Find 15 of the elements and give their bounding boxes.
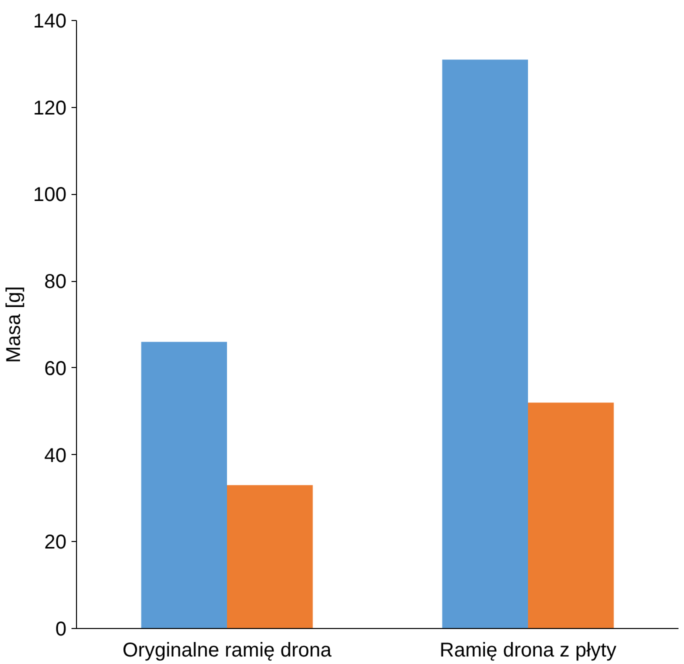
bar — [227, 485, 313, 628]
x-tick-label: Oryginalne ramię drona — [122, 640, 332, 662]
y-axis-title: Masa [g] — [3, 286, 26, 363]
y-tick-label: 40 — [44, 444, 67, 467]
bar — [528, 402, 614, 628]
y-tick-label: 100 — [33, 184, 67, 206]
bar — [141, 342, 227, 628]
y-tick-label: 80 — [44, 271, 67, 294]
x-tick-label: Ramię drona z płyty — [440, 640, 616, 662]
y-tick-label: 0 — [55, 618, 66, 640]
bar — [442, 60, 528, 628]
y-tick-label: 140 — [33, 10, 67, 32]
y-tick-label: 20 — [44, 532, 67, 554]
y-tick-label: 60 — [44, 358, 67, 380]
y-tick-label: 120 — [33, 97, 67, 120]
